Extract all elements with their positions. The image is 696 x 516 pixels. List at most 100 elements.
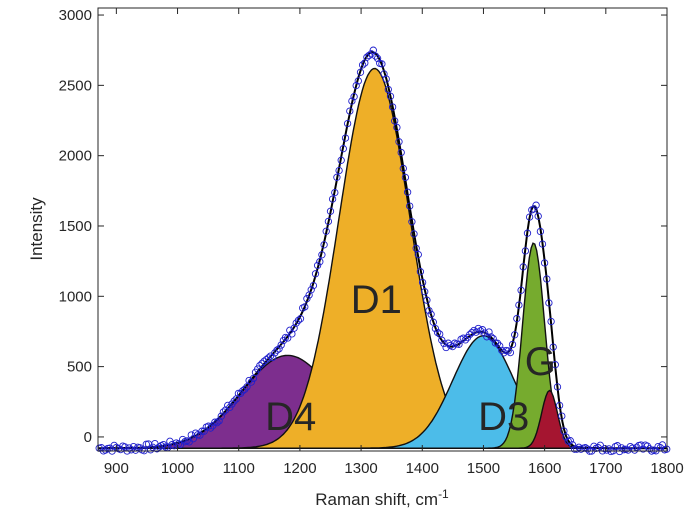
data-point — [373, 54, 382, 63]
data-point — [530, 205, 538, 213]
data-point — [337, 156, 345, 164]
data-point — [487, 333, 495, 341]
data-point — [333, 173, 341, 181]
data-point — [523, 229, 532, 237]
data-point — [196, 431, 204, 439]
data-point — [273, 346, 281, 354]
data-point — [354, 77, 362, 85]
y-axis-label: Intensity — [27, 197, 46, 261]
data-point — [645, 445, 654, 453]
data-point — [515, 301, 523, 309]
data-point — [200, 427, 208, 435]
plot-frame — [97, 7, 668, 452]
data-point — [391, 117, 399, 125]
data-point — [566, 437, 574, 445]
data-point — [468, 328, 476, 337]
data-point — [350, 93, 358, 101]
data-point — [234, 389, 243, 398]
peak-label-d1: D1 — [351, 278, 402, 322]
data-point — [275, 345, 283, 353]
data-point — [343, 119, 352, 128]
data-point — [532, 201, 540, 209]
data-point — [290, 324, 298, 332]
data-point — [421, 288, 429, 296]
data-point — [313, 261, 322, 270]
data-point — [236, 389, 245, 398]
data-point — [466, 330, 474, 339]
data-point — [239, 387, 247, 395]
data-point — [504, 347, 512, 355]
data-point — [224, 401, 232, 410]
data-point — [562, 433, 570, 441]
data-point — [547, 317, 555, 326]
y-tick-label: 2000 — [59, 148, 92, 165]
fit-line — [98, 51, 667, 450]
data-point — [386, 92, 395, 100]
peak-label-d3: D3 — [478, 395, 529, 439]
data-point — [286, 326, 294, 334]
data-point — [206, 424, 215, 432]
measured-data-markers — [95, 46, 671, 456]
x-tick-label: 1300 — [344, 460, 377, 477]
data-point — [358, 61, 367, 69]
data-point — [555, 401, 564, 410]
x-tick-label: 900 — [104, 460, 129, 477]
data-point — [513, 314, 521, 323]
data-point — [395, 138, 403, 146]
data-point — [256, 361, 264, 370]
data-point — [388, 103, 397, 111]
data-point — [303, 295, 311, 303]
data-point — [534, 212, 542, 220]
data-point — [427, 310, 435, 318]
data-point — [382, 75, 390, 83]
data-point — [440, 339, 448, 348]
y-tick-label: 500 — [67, 359, 92, 376]
data-point — [198, 427, 206, 435]
data-point — [553, 383, 562, 391]
data-point — [324, 217, 333, 226]
fit-curve — [98, 51, 667, 450]
data-point — [341, 134, 350, 142]
data-point — [316, 258, 324, 266]
data-point — [247, 378, 255, 386]
data-point — [352, 81, 360, 90]
data-point — [418, 278, 427, 287]
data-point — [543, 275, 551, 283]
data-point — [455, 340, 463, 348]
data-point — [215, 417, 223, 425]
data-point — [496, 342, 504, 350]
data-point — [525, 213, 534, 221]
data-point — [406, 202, 414, 210]
data-point — [221, 406, 230, 414]
data-point — [348, 97, 356, 105]
data-point — [393, 123, 401, 132]
data-point — [658, 441, 667, 449]
data-point — [403, 188, 412, 196]
data-point — [545, 299, 553, 307]
data-point — [416, 268, 425, 276]
data-point — [517, 286, 525, 294]
data-point — [339, 145, 347, 153]
data-point — [384, 85, 392, 94]
data-point — [213, 419, 221, 427]
data-point — [538, 240, 547, 248]
axis-ticks: 900 1000 1100 1200 1300 1400 1500 1600 1700 1800 0… — [59, 7, 684, 477]
data-point — [549, 343, 557, 351]
data-point — [331, 188, 339, 197]
data-point — [309, 281, 318, 290]
data-point — [397, 148, 405, 157]
data-point — [489, 334, 497, 343]
x-tick-label: 1700 — [589, 460, 622, 477]
data-point — [521, 247, 530, 255]
data-point — [245, 376, 253, 385]
data-point — [326, 207, 335, 215]
data-point — [472, 328, 480, 336]
y-tick-label: 0 — [84, 429, 92, 446]
data-point — [493, 339, 502, 347]
data-point — [258, 359, 266, 368]
data-point — [318, 251, 326, 259]
peak-label-g: G — [525, 340, 556, 384]
x-tick-label: 1600 — [528, 460, 561, 477]
data-point — [433, 328, 442, 337]
y-tick-label: 1000 — [59, 288, 92, 305]
